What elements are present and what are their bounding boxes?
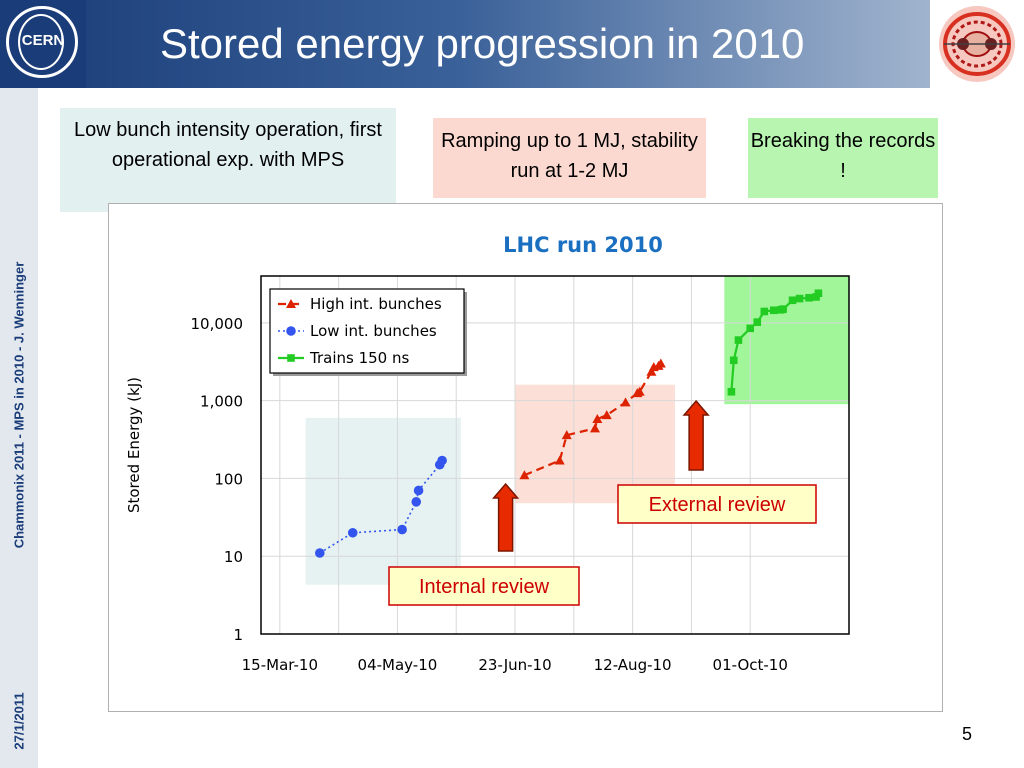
legend-marker-0: [286, 299, 296, 308]
x-tick-label: 01-Oct-10: [713, 656, 788, 674]
data-point-2: [746, 324, 755, 333]
cern-logo: CERN: [0, 0, 86, 88]
y-tick-label: 10: [224, 548, 243, 566]
data-point-2: [769, 306, 778, 315]
data-point-2: [729, 356, 738, 365]
data-point-2: [734, 336, 743, 344]
data-point-1: [347, 527, 358, 538]
x-tick-label: 04-May-10: [358, 656, 438, 674]
cern-logo-text: CERN: [21, 32, 65, 49]
external-review-box: [617, 484, 817, 524]
internal-review-arrow: [491, 482, 520, 552]
external-review-arrow: [682, 399, 710, 471]
phase-region-0: [305, 417, 461, 585]
data-point-0: [589, 423, 600, 433]
data-point-1: [437, 455, 447, 466]
page-title: Stored energy progression in 2010: [160, 20, 805, 67]
data-point-0: [554, 455, 565, 465]
data-point-2: [753, 318, 762, 326]
data-point-0: [655, 358, 666, 368]
legend-marker-1: [286, 326, 296, 336]
legend-label-0: High int. bunches: [310, 295, 442, 313]
data-point-2: [779, 305, 787, 313]
data-point-2: [814, 289, 823, 298]
internal-review-box: [388, 566, 580, 606]
data-point-2: [788, 296, 797, 305]
page-number: 5: [962, 724, 973, 744]
x-tick-label: 23-Jun-10: [478, 656, 551, 674]
data-point-1: [397, 524, 407, 535]
data-point-0: [646, 366, 657, 376]
data-point-2: [805, 293, 813, 302]
data-point-2: [760, 307, 769, 316]
phase-region-1: [515, 384, 675, 504]
y-axis-label: Stored Energy (kJ): [125, 377, 143, 513]
y-tick-label: 10,000: [191, 315, 244, 333]
collision-event-icon: [939, 6, 1015, 82]
chart-title: LHC run 2010: [503, 233, 663, 257]
data-point-0: [561, 430, 572, 440]
external-review-label: External review: [649, 494, 786, 516]
data-point-0: [601, 410, 612, 420]
cern-logo-inner-ring: [18, 14, 64, 70]
data-point-2: [727, 387, 736, 396]
internal-review-label: Internal review: [419, 576, 550, 598]
y-tick-label: 100: [214, 470, 243, 488]
legend-label-2: Trains 150 ns: [309, 349, 409, 367]
plot-area-border: [260, 275, 850, 635]
header-bar: [0, 0, 1024, 88]
sidebar: [0, 88, 38, 768]
data-point-2: [795, 294, 804, 303]
data-point-1: [413, 485, 424, 496]
y-tick-label: 1,000: [200, 393, 243, 411]
phase-box-low-intensity: Low bunch intensity operation, first ope…: [60, 108, 396, 212]
data-point-0: [519, 470, 530, 480]
y-tick-label: 1: [233, 626, 243, 644]
cern-logo-outer-ring: [6, 6, 78, 78]
data-point-0: [634, 386, 645, 396]
x-tick-label: 12-Aug-10: [594, 656, 672, 674]
legend-marker-2: [287, 354, 295, 362]
data-point-1: [411, 497, 422, 507]
collision-event-logo: [930, 0, 1024, 88]
x-tick-label: 15-Mar-10: [242, 656, 318, 674]
legend-label-1: Low int. bunches: [310, 322, 437, 340]
phase-region-2: [724, 276, 849, 405]
phase-box-ramping: Ramping up to 1 MJ, stability run at 1-2…: [433, 118, 706, 198]
phase-box-records: Breaking the records !: [748, 118, 938, 198]
data-point-0: [592, 414, 603, 424]
data-point-0: [620, 397, 631, 407]
data-point-1: [315, 548, 325, 558]
